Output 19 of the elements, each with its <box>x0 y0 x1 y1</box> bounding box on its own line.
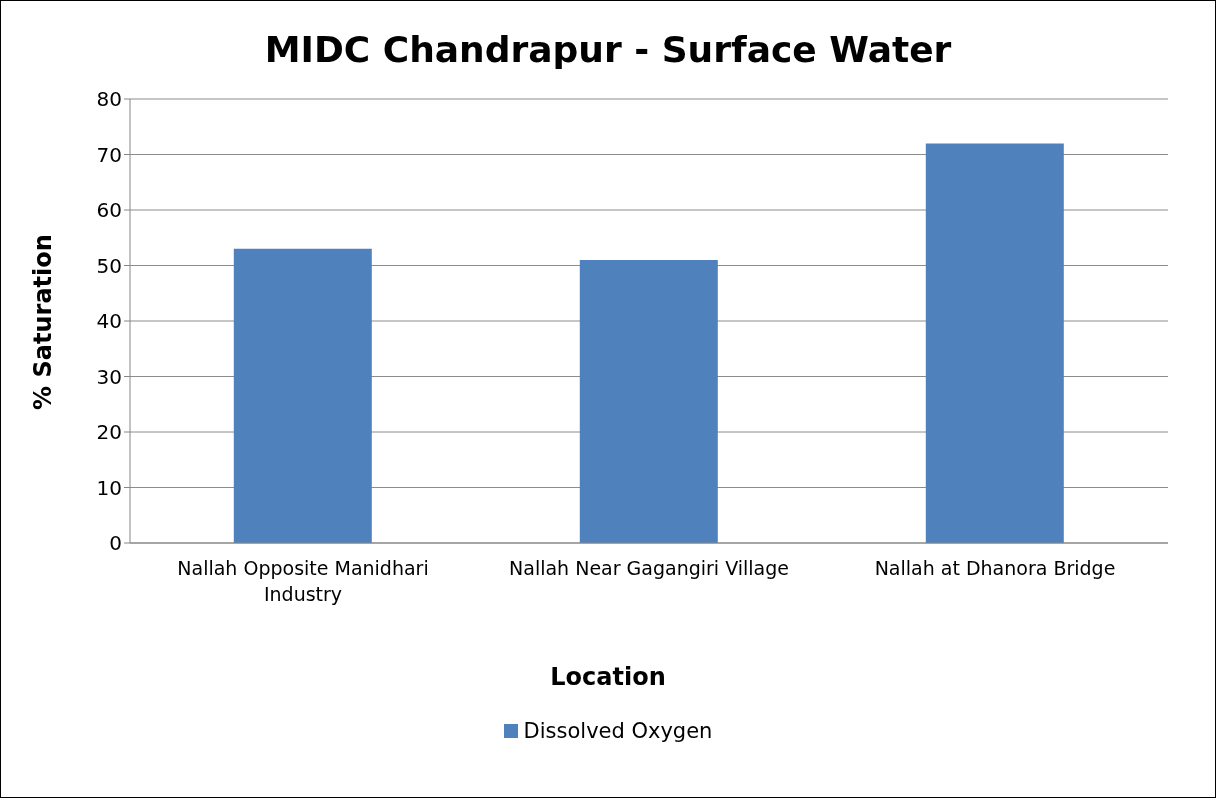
y-tick-label: 0 <box>109 531 122 556</box>
y-tick-label: 10 <box>96 475 122 500</box>
x-tick-label: Nallah at Dhanora Bridge <box>874 557 1116 579</box>
bar <box>233 248 372 543</box>
x-tick-label: Nallah Opposite Manidhari Industry <box>177 557 429 605</box>
y-axis-title: % Saturation <box>29 234 57 410</box>
y-tick-label: 80 <box>96 87 122 112</box>
legend-label: Dissolved Oxygen <box>523 719 713 743</box>
chart-title: MIDC Chandrapur - Surface Water <box>263 29 953 70</box>
y-tick-label: 50 <box>96 253 122 278</box>
bar <box>925 143 1064 543</box>
y-tick-label: 30 <box>96 364 122 389</box>
bar <box>579 259 718 543</box>
y-tick-label: 40 <box>96 309 122 334</box>
y-tick-label: 20 <box>96 420 122 445</box>
y-tick-label: 60 <box>96 198 122 223</box>
y-tick-label: 70 <box>96 142 122 167</box>
x-tick-label: Nallah Near Gagangiri Village <box>509 557 789 579</box>
x-axis-title: Location <box>549 663 667 691</box>
